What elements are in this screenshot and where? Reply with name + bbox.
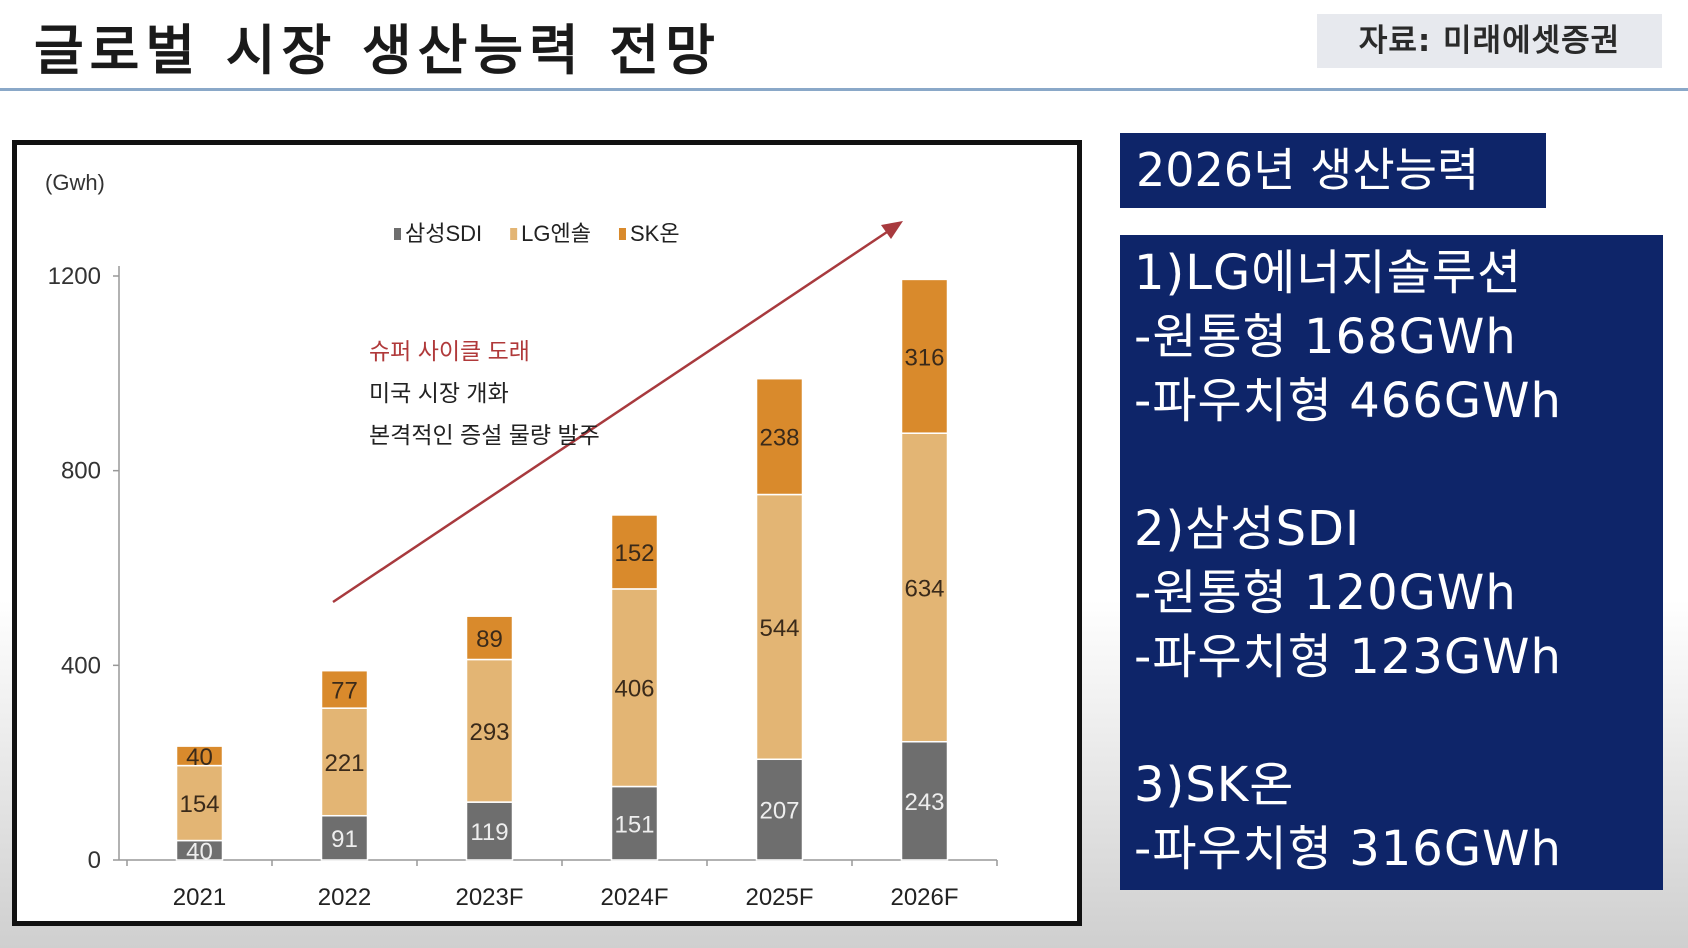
x-tick-label: 2021 (173, 884, 226, 911)
data-label: 634 (904, 575, 944, 602)
y-tick-label: 800 (61, 458, 101, 485)
source-label: 자료: 미래에셋증권 (1317, 14, 1662, 68)
group-line: -파우치형 123GWh (1134, 629, 1562, 685)
annotation-line: 미국 시장 개화 (369, 380, 509, 406)
x-tick-label: 2022 (318, 884, 371, 911)
bar-segment (465, 801, 514, 861)
data-label: 89 (476, 626, 503, 653)
y-tick-label: 400 (61, 652, 101, 679)
data-label: 151 (614, 811, 654, 838)
data-label: 243 (904, 789, 944, 816)
y-unit-label: (Gwh) (45, 170, 105, 195)
group-line: -파우치형 466GWh (1134, 373, 1562, 429)
annotation-headline: 슈퍼 사이클 도래 (369, 338, 530, 364)
data-label: 40 (186, 744, 213, 771)
legend-label: 삼성SDI (405, 221, 482, 246)
page-title: 글로벌 시장 생산능력 전망 (34, 19, 721, 82)
legend-label: LG엔솔 (521, 221, 591, 246)
bar-segment (755, 758, 804, 861)
data-label: 152 (614, 540, 654, 567)
y-tick-label: 1200 (48, 263, 101, 290)
trend-arrow-head (881, 221, 903, 239)
bar-segment (320, 707, 369, 817)
bar-segment (465, 658, 514, 803)
x-tick-label: 2026F (890, 884, 958, 911)
annotation-line: 본격적인 증설 물량 발주 (369, 422, 600, 448)
spacer (1134, 689, 1663, 753)
title-divider (0, 88, 1688, 91)
data-label: 40 (186, 838, 213, 865)
spacer (1134, 433, 1663, 497)
y-tick-label: 0 (88, 847, 101, 874)
data-label: 316 (904, 344, 944, 371)
legend-label: SK온 (630, 221, 680, 246)
x-tick-label: 2023F (455, 884, 523, 911)
data-label: 77 (331, 677, 358, 704)
data-label: 406 (614, 676, 654, 703)
bar-segment (755, 377, 804, 496)
legend-swatch (618, 228, 626, 240)
bar-segment (900, 740, 949, 861)
bar-segment (610, 514, 659, 590)
x-tick-label: 2024F (600, 884, 668, 911)
bar-segment (610, 588, 659, 788)
data-label: 207 (759, 798, 799, 825)
bar-segment (320, 669, 369, 709)
legend-swatch (394, 228, 401, 240)
data-label: 221 (324, 750, 364, 777)
group-line: -파우치형 316GWh (1134, 821, 1562, 877)
bar-segment (900, 432, 949, 743)
legend-swatch (510, 228, 518, 240)
data-label: 154 (179, 791, 219, 818)
stacked-bar-chart: (Gwh) 0 400 800 1200 40 154 40 2021 91 221 77 2022 11… (45, 170, 998, 911)
bar-segment (755, 493, 804, 761)
capacity-summary-panel: 1)LG에너지솔루션 -원통형 168GWh -파우치형 466GWh 2)삼성… (1120, 235, 1663, 890)
bar-segment (175, 745, 224, 767)
data-label: 238 (759, 425, 799, 452)
data-label: 544 (759, 615, 799, 642)
group-line: -원통형 120GWh (1134, 565, 1517, 621)
panel-title: 2026년 생산능력 (1120, 133, 1546, 208)
group-line: -원통형 168GWh (1134, 309, 1517, 365)
bar-segment (465, 615, 514, 661)
x-tick-label: 2025F (745, 884, 813, 911)
data-label: 91 (331, 826, 358, 853)
group-heading-lg: 1)LG에너지솔루션 (1134, 245, 1523, 301)
trend-arrow-line (332, 230, 888, 604)
data-label: 293 (469, 719, 509, 746)
group-heading-samsung: 2)삼성SDI (1134, 501, 1361, 557)
chart-frame: (Gwh) 0 400 800 1200 40 154 40 2021 91 221 77 2022 11… (12, 140, 1082, 926)
bar-segment (900, 278, 949, 434)
data-label: 119 (470, 819, 508, 846)
group-heading-sk: 3)SK온 (1134, 757, 1295, 813)
